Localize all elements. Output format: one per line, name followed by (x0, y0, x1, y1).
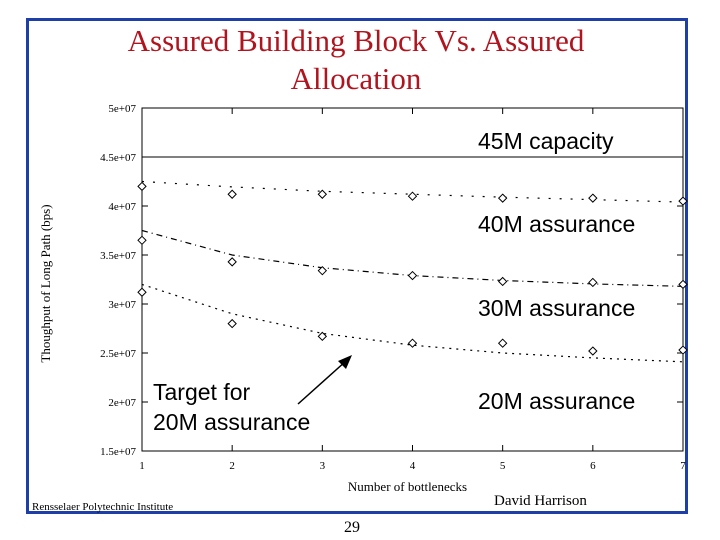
y-tick-label: 4.5e+07 (100, 152, 136, 164)
data-point (407, 270, 418, 281)
y-tick-label: 2e+07 (108, 397, 136, 409)
data-point (497, 193, 508, 203)
data-point (227, 257, 237, 267)
data-point (317, 265, 328, 276)
data-point (317, 331, 328, 342)
x-tick-label: 1 (139, 460, 145, 472)
data-point (137, 181, 147, 192)
data-point (588, 193, 598, 203)
y-tick-label: 1.5e+07 (100, 446, 136, 458)
annotation-arrowhead (338, 355, 352, 369)
series-label: 40M assurance (478, 211, 635, 237)
data-point (588, 277, 598, 288)
slide-frame (26, 18, 688, 514)
data-point (497, 338, 508, 348)
footer-author: David Harrison (494, 493, 587, 509)
data-point (137, 287, 147, 297)
x-tick-label: 4 (410, 460, 416, 472)
data-point (407, 191, 418, 201)
x-tick-label: 5 (500, 460, 506, 472)
y-tick-label: 5e+07 (108, 103, 136, 115)
y-tick-label: 3e+07 (108, 299, 136, 311)
x-tick-label: 7 (680, 460, 686, 472)
y-tick-label: 3.5e+07 (100, 250, 136, 262)
data-point (137, 235, 147, 246)
slide-title: Assured Building Block Vs. Assured Alloc… (30, 22, 682, 98)
x-axis-label: Number of bottlenecks (348, 479, 467, 494)
data-point (407, 338, 418, 348)
data-point (588, 346, 598, 356)
series-label-bg (472, 387, 668, 417)
x-axis-ticks: 1 2 3 4 5 6 7 (139, 108, 686, 472)
page-number: 29 (344, 519, 360, 536)
annotations: Target for 20M assurance (148, 355, 352, 441)
title-line-1: Assured Building Block Vs. Assured (127, 23, 585, 58)
data-point (497, 276, 508, 287)
x-tick-label: 2 (229, 460, 235, 472)
data-point (227, 318, 237, 329)
data-point (317, 189, 328, 199)
annotation-text: 20M assurance (153, 409, 310, 435)
x-tick-label: 3 (320, 460, 326, 472)
annotation-bg (148, 375, 340, 441)
annotation-text: Target for (153, 379, 250, 405)
series-label: 30M assurance (478, 295, 635, 321)
series-label: 20M assurance (478, 388, 635, 414)
data-point (678, 196, 688, 206)
data-point (678, 345, 688, 355)
annotation-arrow (297, 360, 347, 405)
data-points (137, 181, 688, 356)
series-label-bg (472, 294, 668, 324)
y-tick-label: 2.5e+07 (100, 348, 136, 360)
y-axis-label: Thoughput of Long Path (bps) (38, 204, 53, 362)
y-tick-label: 4e+07 (108, 201, 136, 213)
series-labels: 45M capacity 40M assurance 30M assurance 20… (472, 128, 668, 417)
reference-line-label: 45M capacity (478, 128, 614, 154)
data-point (678, 279, 688, 290)
data-point (227, 189, 237, 199)
x-tick-label: 6 (590, 460, 596, 472)
title-line-2: Allocation (290, 61, 422, 96)
footer-institution: Rensselaer Polytechnic Institute (32, 501, 174, 513)
y-axis-ticks: 1.5e+07 2e+07 2.5e+07 3e+07 3.5e+07 4e+07 4.5e… (100, 103, 683, 458)
series-label-bg (472, 210, 668, 240)
